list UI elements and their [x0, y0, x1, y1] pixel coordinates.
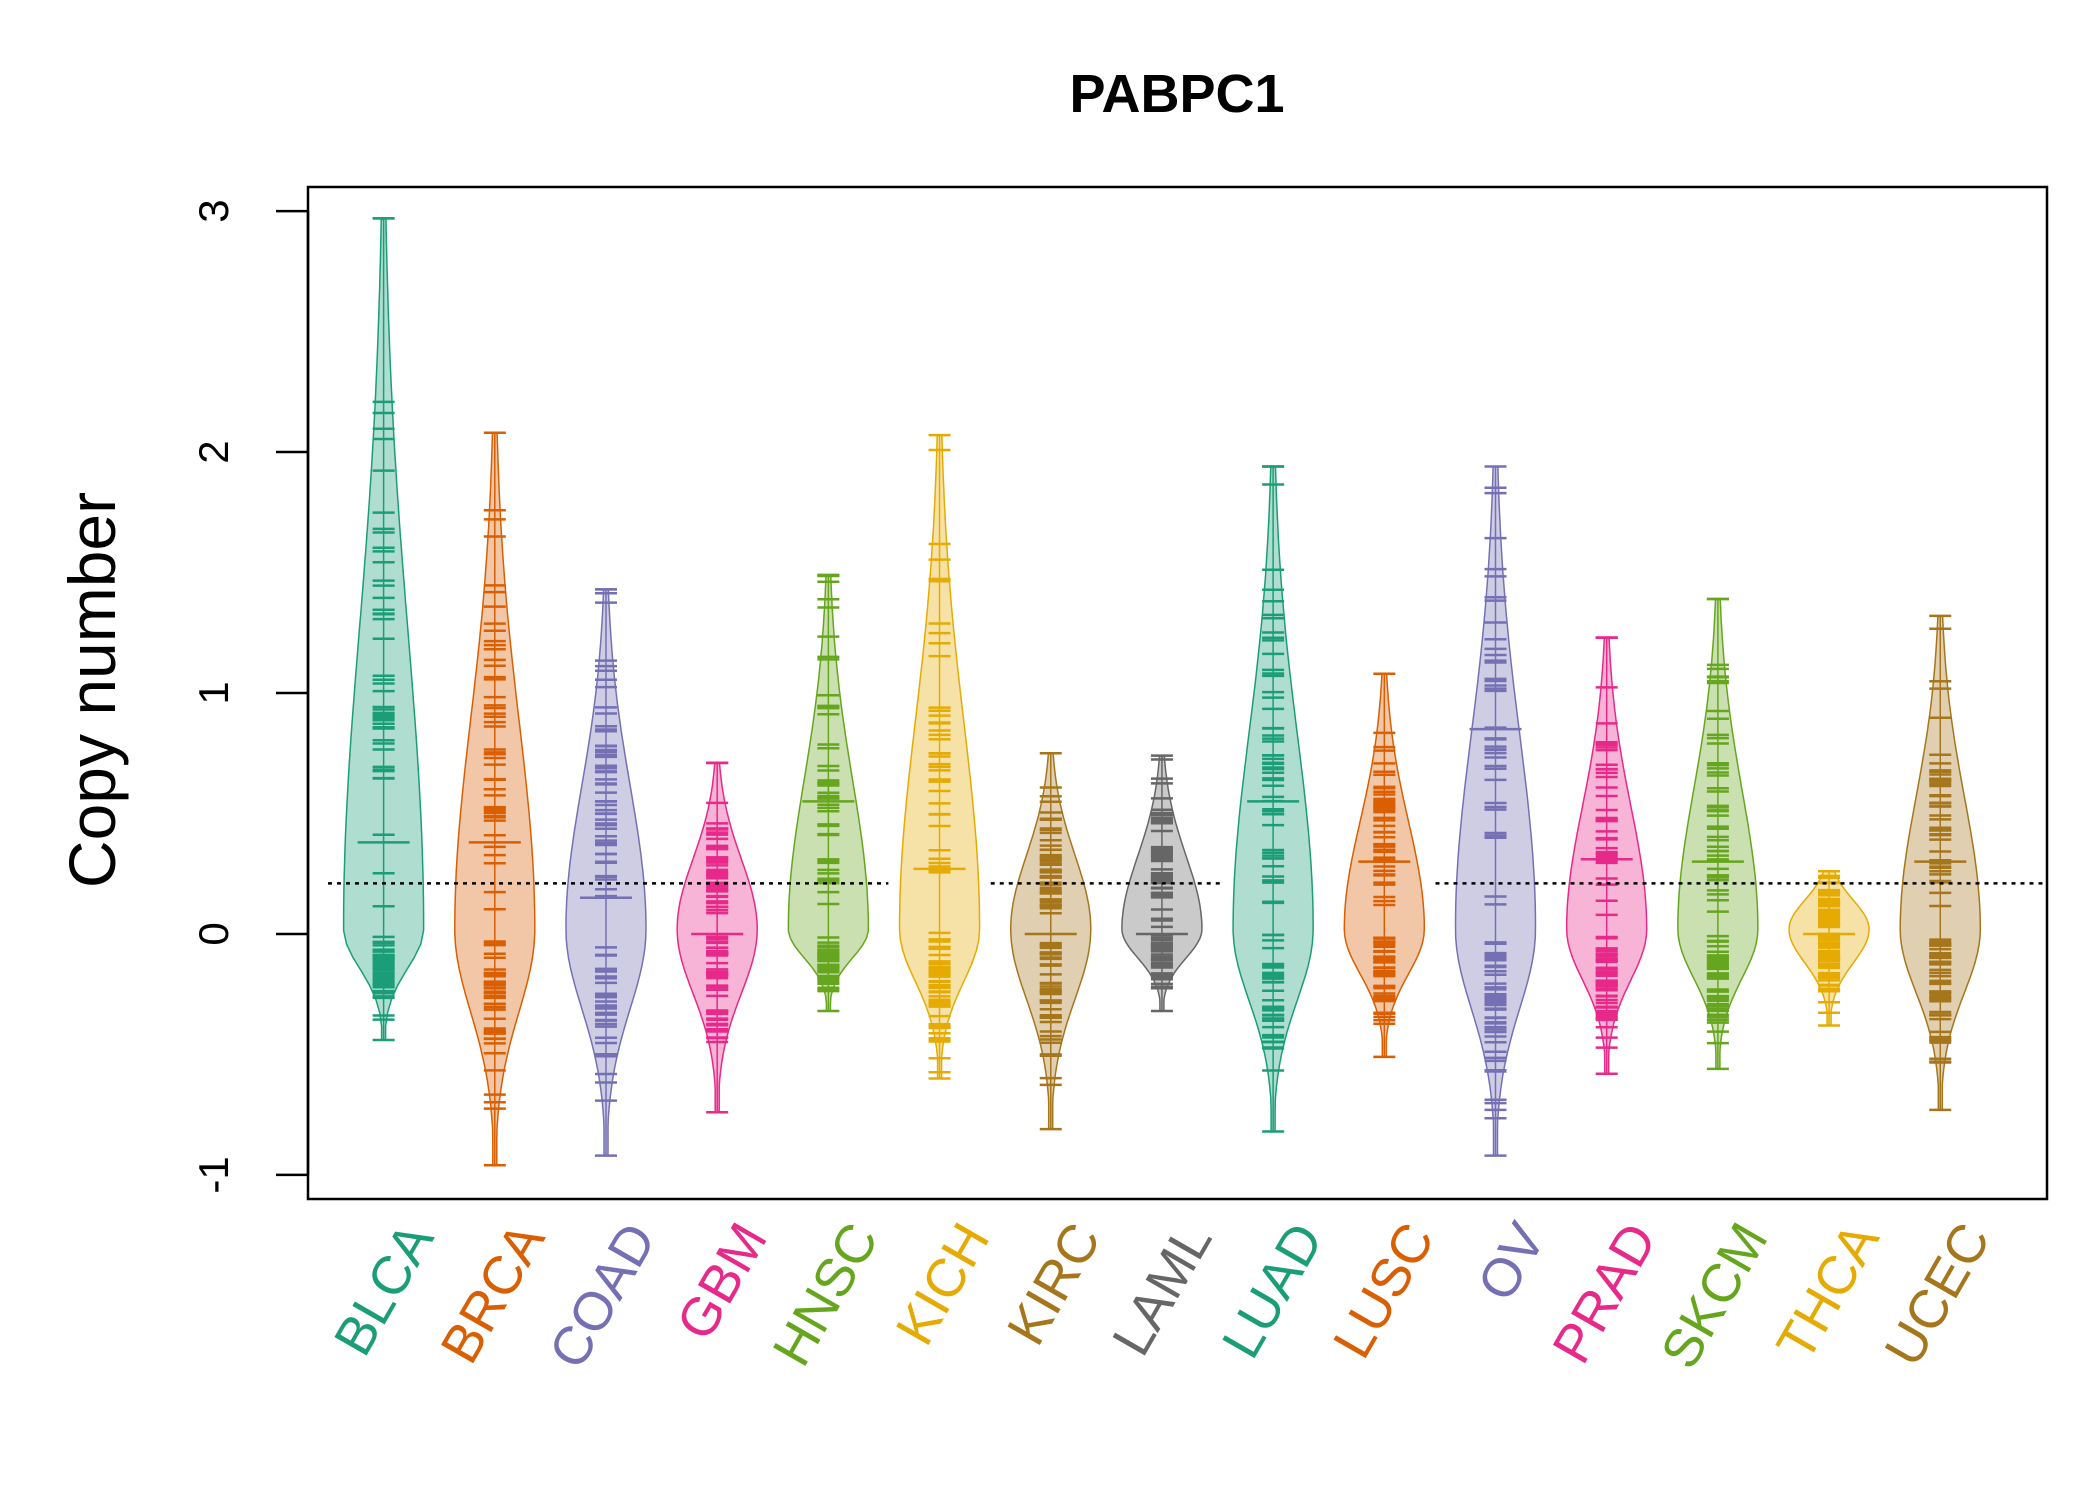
bean-density: [454, 432, 536, 1167]
bean-gbm: [676, 761, 758, 1114]
x-tick-label-laml: LAML: [1101, 1213, 1224, 1365]
x-tick-label-lusc: LUSC: [1322, 1213, 1446, 1368]
bean-luad: [1232, 465, 1314, 1133]
x-tick-label-kich: KICH: [885, 1213, 1001, 1355]
x-tick-label-coad: COAD: [538, 1213, 668, 1378]
x-tick-label-kirc: KIRC: [996, 1213, 1112, 1355]
bean-hnsc: [787, 573, 870, 1013]
bean-density: [1232, 465, 1314, 1133]
bean-ov: [1454, 465, 1537, 1157]
y-tick-label: 3: [190, 199, 237, 222]
x-tick-label-gbm: GBM: [665, 1213, 778, 1350]
bean-prad: [1565, 636, 1648, 1075]
x-tick-label-hnsc: HNSC: [762, 1213, 890, 1376]
y-tick-label: -1: [190, 1156, 237, 1193]
bean-density: [565, 588, 647, 1157]
bean-coad: [565, 588, 647, 1157]
bean-ucec: [1899, 614, 1982, 1112]
bean-blca: [342, 217, 425, 1042]
bean-lusc: [1343, 672, 1426, 1059]
bean-kirc: [1009, 751, 1092, 1131]
plot-frame: [306, 185, 2049, 1201]
bean-thca: [1788, 870, 1870, 1027]
bean-skcm: [1677, 597, 1759, 1071]
y-tick-label: 1: [190, 681, 237, 704]
x-tick-label-blca: BLCA: [323, 1213, 446, 1365]
chart-title: PABPC1: [1069, 64, 1284, 124]
x-tick-label-luad: LUAD: [1211, 1213, 1335, 1368]
x-tick-label-ucec: UCEC: [1873, 1213, 2001, 1376]
bean-density: [1009, 752, 1092, 1130]
bean-brca: [454, 431, 536, 1167]
y-tick-label: 0: [190, 922, 237, 945]
x-tick-label-skcm: SKCM: [1650, 1213, 1780, 1378]
x-tick-label-thca: THCA: [1765, 1213, 1890, 1370]
bean-kich: [898, 433, 981, 1080]
x-tick-label-ov: OV: [1466, 1213, 1557, 1311]
y-axis-label: Copy number: [55, 492, 129, 888]
beans-group: [342, 217, 1982, 1167]
y-axis: -1 0 1 2 3: [190, 199, 310, 1194]
bean-density: [342, 217, 425, 1041]
y-tick-label: 2: [190, 440, 237, 463]
